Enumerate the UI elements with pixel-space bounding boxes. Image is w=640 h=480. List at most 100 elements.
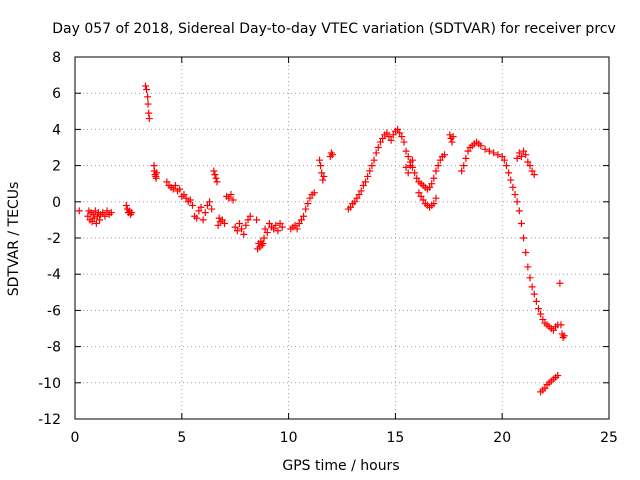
data-point	[195, 207, 203, 215]
data-point	[128, 209, 136, 217]
data-point	[481, 145, 489, 153]
data-point	[404, 169, 412, 177]
data-point	[535, 305, 543, 313]
data-point	[246, 212, 254, 220]
data-point	[328, 151, 336, 159]
data-point	[318, 169, 326, 177]
data-point	[505, 169, 513, 177]
data-point	[364, 172, 372, 180]
data-point	[432, 167, 440, 175]
data-point	[389, 131, 397, 139]
data-point	[261, 225, 269, 233]
data-point	[394, 125, 402, 133]
y-tick-label: -10	[38, 376, 61, 392]
data-point	[374, 144, 382, 151]
data-point	[212, 174, 220, 182]
data-point	[180, 191, 188, 199]
data-point	[272, 221, 280, 229]
data-point	[96, 216, 104, 224]
data-point	[103, 207, 111, 215]
data-point	[460, 162, 468, 170]
data-point	[304, 200, 312, 208]
data-point	[176, 185, 184, 193]
y-tick-label: -12	[38, 412, 61, 428]
data-point	[556, 279, 564, 287]
data-point	[526, 274, 534, 282]
chart-title: Day 057 of 2018, Sidereal Day-to-day VTE…	[52, 21, 616, 37]
x-tick-label: 25	[600, 430, 618, 446]
y-tick-label: 6	[52, 86, 61, 102]
data-point	[379, 134, 387, 142]
data-point	[477, 142, 485, 150]
data-point	[306, 194, 314, 202]
data-point	[511, 191, 519, 199]
data-point	[515, 149, 523, 157]
data-point	[532, 297, 540, 305]
data-point	[513, 198, 521, 206]
data-point	[141, 82, 149, 90]
data-point	[485, 147, 493, 155]
data-point	[201, 209, 209, 217]
data-point	[507, 176, 515, 184]
data-point	[316, 156, 324, 164]
data-point	[153, 169, 161, 177]
data-point	[528, 167, 536, 175]
data-point	[229, 196, 237, 204]
data-point	[99, 209, 107, 217]
data-point	[327, 149, 335, 157]
data-point	[398, 133, 406, 141]
data-point	[517, 153, 525, 161]
data-point	[524, 158, 532, 166]
data-point	[320, 172, 328, 180]
data-point	[265, 220, 273, 228]
data-point	[145, 115, 153, 123]
data-point	[211, 171, 219, 179]
data-point	[186, 196, 194, 204]
data-point	[359, 182, 367, 190]
x-tick-label: 20	[493, 430, 511, 446]
data-point	[436, 156, 444, 164]
x-axis-label: GPS time / hours	[282, 458, 399, 474]
x-tick-label: 15	[386, 430, 404, 446]
data-point	[233, 227, 241, 235]
data-point	[300, 212, 308, 220]
data-point	[415, 189, 423, 197]
data-points	[75, 82, 568, 396]
data-point	[197, 203, 205, 211]
data-point	[238, 225, 246, 233]
data-point	[171, 182, 179, 190]
data-point	[347, 203, 355, 211]
data-point	[513, 154, 521, 162]
data-point	[84, 212, 92, 220]
data-point	[554, 372, 562, 380]
data-point	[293, 225, 301, 233]
data-point	[101, 212, 109, 220]
data-point	[515, 207, 523, 215]
data-point	[278, 223, 286, 231]
data-point	[426, 183, 434, 191]
data-point	[357, 187, 365, 195]
data-point	[458, 167, 466, 175]
data-point	[317, 162, 325, 170]
axis-ticks	[74, 56, 610, 420]
data-point	[428, 180, 436, 188]
data-point	[385, 133, 393, 141]
data-point	[193, 214, 201, 222]
data-point	[210, 167, 218, 175]
data-point	[530, 171, 538, 179]
data-point	[218, 216, 226, 224]
data-point	[302, 205, 310, 213]
y-tick-label: -8	[47, 340, 61, 356]
data-point	[225, 194, 233, 202]
data-point	[417, 192, 425, 200]
y-tick-label: -4	[47, 267, 61, 283]
data-point	[244, 216, 252, 224]
data-point	[151, 171, 159, 179]
data-point	[89, 210, 97, 218]
data-point	[522, 248, 530, 256]
data-point	[253, 216, 261, 224]
y-axis-label: SDTVAR / TECUs	[6, 182, 22, 297]
data-point	[240, 230, 248, 238]
data-point	[291, 221, 299, 229]
data-point	[310, 189, 318, 197]
